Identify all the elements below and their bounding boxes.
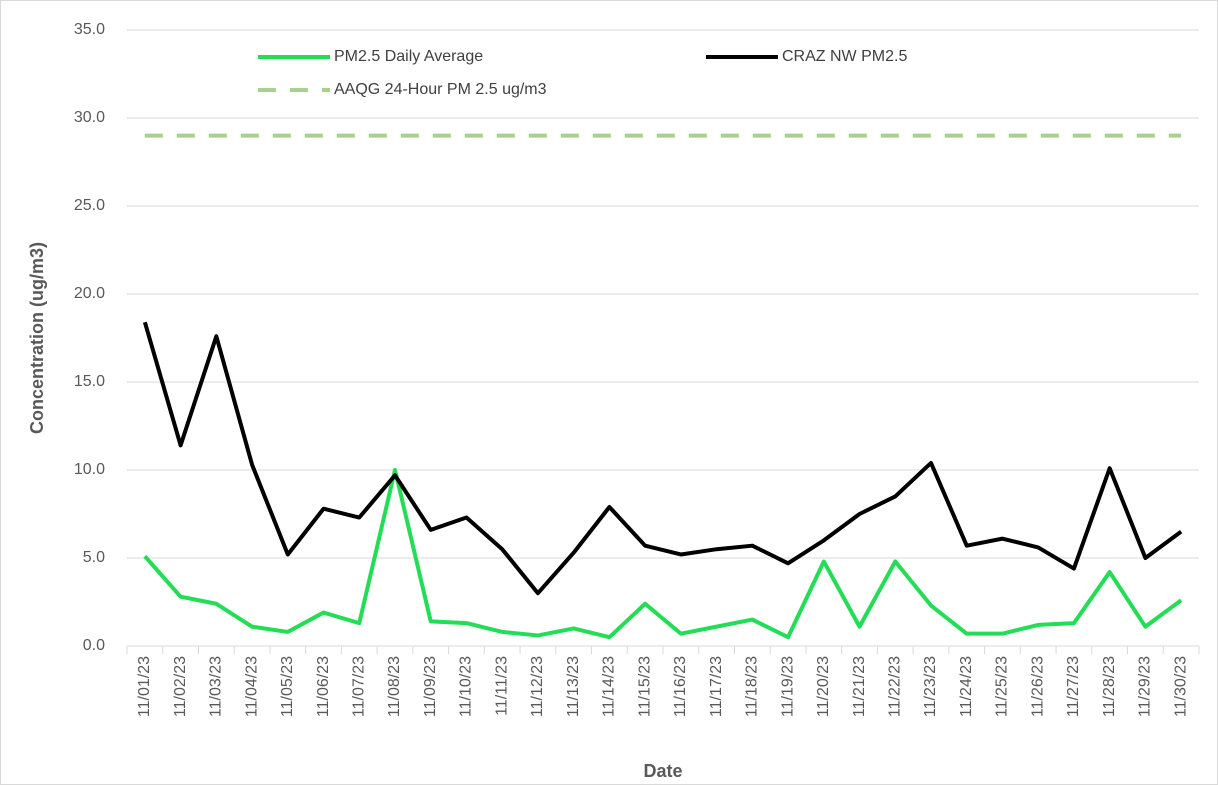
x-tick-label: 11/21/23 [851, 656, 868, 717]
x-tick-label: 11/01/23 [136, 656, 153, 717]
x-tick-label: 11/12/23 [529, 656, 546, 717]
legend-label: CRAZ NW PM2.5 [782, 48, 907, 65]
y-tick-label: 25.0 [74, 197, 105, 214]
y-tick-label: 20.0 [74, 285, 105, 302]
x-tick-label: 11/25/23 [994, 656, 1011, 717]
x-tick-label: 11/23/23 [922, 656, 939, 717]
x-tick-label: 11/19/23 [779, 656, 796, 717]
x-axis-title: Date [643, 761, 682, 781]
x-tick-label: 11/18/23 [744, 656, 761, 717]
y-tick-label: 10.0 [74, 461, 105, 478]
legend-label: PM2.5 Daily Average [334, 48, 483, 65]
x-tick-label: 11/10/23 [458, 656, 475, 717]
y-axis-title: Concentration (ug/m3) [27, 242, 47, 434]
x-tick-label: 11/17/23 [708, 656, 725, 717]
y-tick-label: 15.0 [74, 373, 105, 390]
x-tick-label: 11/24/23 [958, 656, 975, 717]
x-tick-label: 11/20/23 [815, 656, 832, 717]
x-tick-label: 11/22/23 [886, 656, 903, 717]
x-tick-label: 11/16/23 [672, 656, 689, 717]
x-tick-label: 11/09/23 [422, 656, 439, 717]
y-tick-label: 5.0 [83, 549, 105, 566]
y-tick-label: 35.0 [74, 21, 105, 38]
y-tick-label: 30.0 [74, 109, 105, 126]
series-line [142, 321, 1183, 596]
x-tick-label: 11/03/23 [208, 656, 225, 717]
x-tick-label: 11/27/23 [1065, 656, 1082, 717]
x-tick-label: 11/15/23 [636, 656, 653, 717]
x-tick-label: 11/14/23 [601, 656, 618, 717]
y-tick-label: 0.0 [83, 637, 105, 654]
x-tick-label: 11/06/23 [315, 656, 332, 717]
x-tick-label: 11/07/23 [350, 656, 367, 717]
x-tick-label: 11/26/23 [1029, 656, 1046, 717]
x-tick-label: 11/13/23 [565, 656, 582, 717]
x-tick-label: 11/08/23 [386, 656, 403, 717]
x-tick-label: 11/28/23 [1101, 656, 1118, 717]
legend-label: AAQG 24-Hour PM 2.5 ug/m3 [334, 81, 547, 98]
x-tick-label: 11/05/23 [279, 656, 296, 717]
x-tick-label: 11/11/23 [493, 656, 510, 716]
x-tick-label: 11/29/23 [1137, 656, 1154, 717]
x-tick-label: 11/30/23 [1172, 656, 1189, 717]
series-line [143, 468, 1183, 640]
x-tick-label: 11/04/23 [243, 656, 260, 717]
x-tick-label: 11/02/23 [172, 656, 189, 717]
